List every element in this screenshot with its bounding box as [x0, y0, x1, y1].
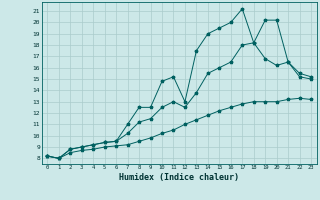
X-axis label: Humidex (Indice chaleur): Humidex (Indice chaleur): [119, 173, 239, 182]
